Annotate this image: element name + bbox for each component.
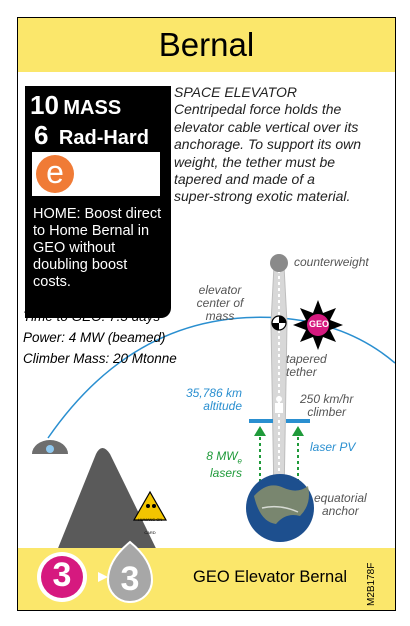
laser-pv-right	[286, 419, 310, 423]
laser-pv-left	[249, 419, 273, 423]
electric-icon: e	[36, 155, 74, 193]
right-badge: 3	[120, 560, 140, 598]
climber-label: 250 km/hr climber	[300, 392, 354, 419]
arrow-icon	[98, 572, 108, 582]
mass-value: 10	[30, 90, 59, 120]
tapered-tether-label: tapered tether	[286, 352, 327, 379]
laser-arrow-right	[292, 426, 304, 436]
radhard-stat: 6 Rad-Hard	[34, 120, 149, 151]
electric-box: e	[32, 152, 160, 196]
stats-box	[25, 86, 171, 318]
time-to-geo: Time to GEO: 7.5 days	[23, 309, 161, 324]
radhard-label: Rad-Hard	[58, 127, 149, 149]
hazard-text: HUMANS ON CARD	[137, 517, 163, 535]
climber-mass: Climber Mass: 20 Mtonne	[23, 351, 177, 366]
home-text: HOME: Boost direct to Home Bernal in GEO…	[33, 206, 162, 290]
altitude-label: 35,786 km altitude	[185, 386, 242, 413]
laser-pv-label: laser PV	[310, 440, 356, 454]
description-line: elevator cable vertical over its	[174, 118, 359, 135]
launch-site-mountain	[48, 448, 168, 573]
geo-orbit-arc	[47, 316, 395, 439]
counterweight-icon	[270, 254, 288, 272]
title-bar: Bernal	[18, 18, 395, 72]
left-badge: 3	[52, 556, 72, 594]
geo-label: GEO	[309, 319, 330, 329]
counterweight-label: counterweight	[294, 255, 369, 269]
lasers-label: 8 MWe lasers	[206, 449, 242, 481]
anchor-label: equatorial anchor	[314, 491, 367, 518]
description-heading: SPACE ELEVATOR	[174, 84, 297, 100]
card-title: Bernal	[158, 26, 255, 63]
description-line: Centripedal force holds the	[174, 101, 342, 118]
power: Power: 4 MW (beamed)	[23, 330, 166, 345]
card: Bernal	[17, 17, 396, 611]
center-of-mass-label: elevator center of mass	[196, 283, 244, 323]
description-line: tapered and made of a	[174, 171, 315, 188]
description-line: anchorage. To support its own	[174, 136, 362, 153]
mass-stat: 10 MASS	[30, 90, 121, 121]
description-line: weight, the tether must be	[174, 153, 336, 170]
badges-overlay	[37, 540, 154, 603]
laser-arrow-left	[254, 426, 266, 436]
climber-icon	[275, 396, 283, 413]
radhard-value: 6	[34, 120, 49, 150]
description: SPACE ELEVATOR Centripedal force holds t…	[174, 84, 390, 206]
mass-label: MASS	[63, 97, 122, 119]
description-line: super-strong exotic material.	[174, 188, 351, 205]
card-name: GEO Elevator Bernal	[193, 568, 348, 586]
card-code: M2B178F	[366, 562, 377, 606]
